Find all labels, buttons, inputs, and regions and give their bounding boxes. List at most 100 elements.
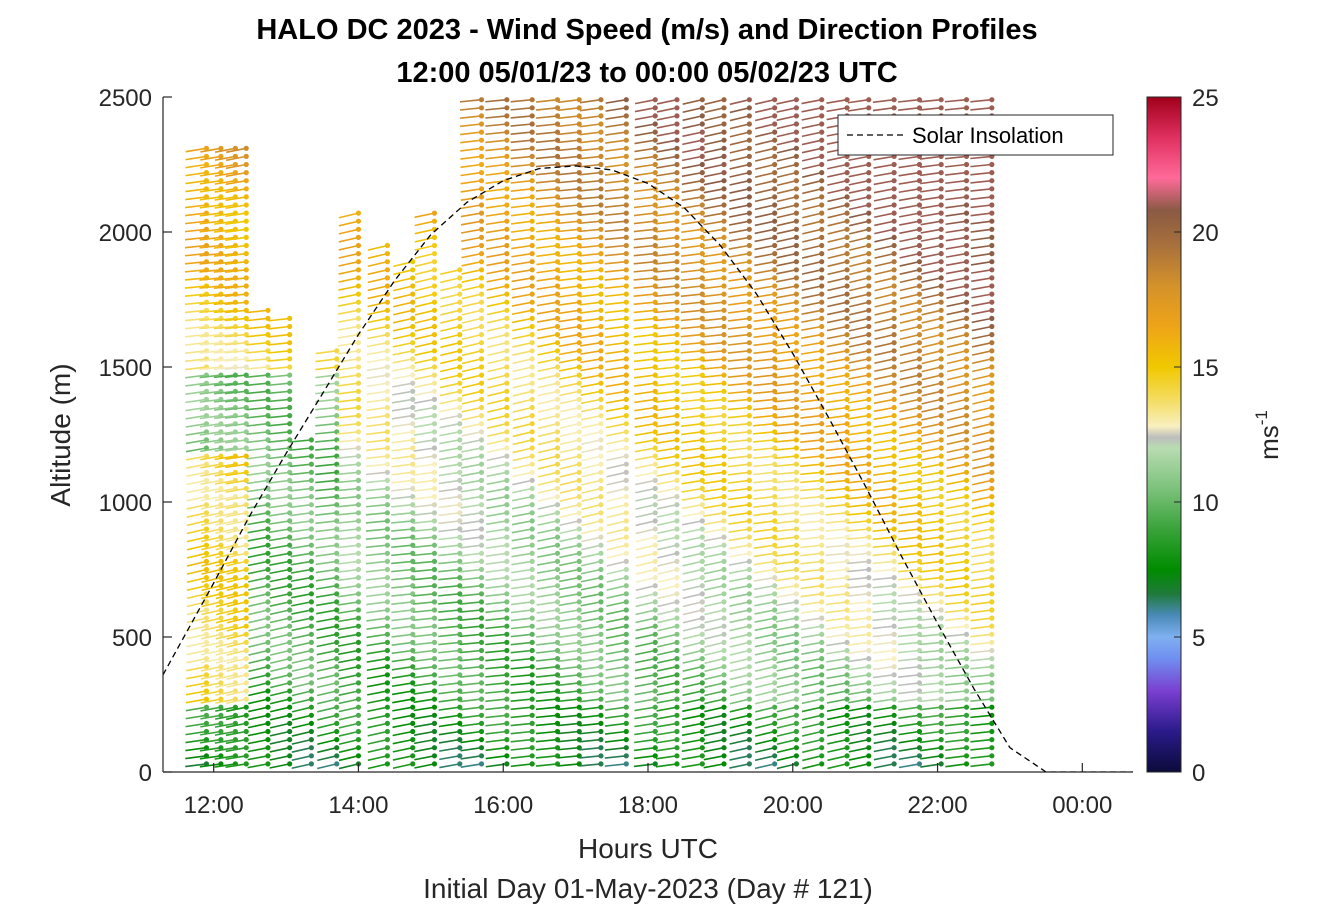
wind-barb-head: [218, 494, 224, 500]
wind-barb-head: [746, 672, 752, 678]
wind-barb-head: [334, 656, 340, 662]
wind-barb: [848, 358, 869, 364]
wind-barb: [872, 674, 895, 679]
wind-barb: [535, 706, 558, 711]
wind-barb: [486, 269, 507, 275]
wind-barb: [580, 593, 602, 599]
wind-barb: [681, 479, 703, 485]
wind-barb-head: [819, 372, 825, 378]
wind-barb: [512, 366, 533, 373]
wind-barb-head: [576, 307, 582, 313]
wind-barb: [729, 98, 750, 106]
wind-barb-head: [674, 129, 680, 135]
wind-barb: [338, 682, 359, 688]
wind-barb-head: [746, 737, 752, 743]
wind-barb: [874, 366, 895, 373]
wind-barb-head: [576, 696, 582, 702]
wind-barb-head: [699, 607, 705, 613]
wind-barb-head: [916, 429, 923, 435]
wind-barb: [225, 179, 247, 186]
wind-barb: [486, 301, 508, 308]
wind-barb-head: [243, 437, 249, 443]
wind-barb: [727, 414, 750, 419]
wind-barb: [702, 390, 725, 395]
wind-barb-head: [243, 259, 249, 265]
wind-barb-head: [793, 267, 799, 273]
wind-barb: [338, 260, 359, 267]
wind-barb: [849, 244, 869, 251]
wind-barb-head: [265, 510, 271, 516]
wind-barb: [185, 706, 207, 712]
wind-barb-head: [721, 664, 727, 670]
wind-barb-head: [793, 97, 799, 103]
wind-barb-head: [576, 534, 582, 540]
wind-barb: [604, 220, 627, 225]
wind-barb: [337, 617, 359, 623]
wind-barb: [438, 520, 460, 525]
wind-barb-head: [457, 558, 463, 565]
wind-barb: [200, 698, 222, 704]
wind-barb: [247, 738, 269, 745]
wind-barb-head: [793, 129, 799, 135]
wind-barb-head: [699, 477, 705, 483]
wind-barb: [186, 463, 207, 469]
wind-barb-head: [916, 242, 923, 249]
wind-barb: [825, 601, 848, 606]
wind-barb-head: [431, 583, 438, 589]
wind-barb-head: [652, 161, 658, 168]
wind-barb-head: [287, 737, 293, 743]
wind-barb: [393, 293, 413, 300]
wind-barb-head: [746, 275, 752, 281]
wind-barb: [656, 455, 678, 461]
wind-barb-head: [554, 259, 561, 265]
wind-barb-head: [554, 388, 561, 394]
wind-barb: [579, 277, 602, 282]
wind-barb: [247, 528, 269, 534]
wind-barb: [826, 682, 848, 688]
wind-barb-head: [203, 453, 210, 459]
wind-barb-head: [457, 526, 463, 532]
wind-barb-head: [218, 607, 224, 613]
wind-barb: [898, 479, 920, 485]
wind-barb: [633, 260, 656, 265]
wind-barb-head: [746, 348, 752, 354]
wind-barb: [800, 366, 822, 371]
wind-barb-head: [529, 404, 535, 411]
wind-barb: [681, 228, 703, 234]
wind-barb-head: [457, 372, 463, 378]
wind-barb: [185, 447, 207, 453]
wind-barb-head: [652, 437, 658, 443]
wind-barb: [920, 479, 942, 485]
wind-barb-head: [623, 728, 629, 735]
wind-barb-head: [243, 753, 249, 759]
wind-barb: [317, 706, 337, 713]
wind-barb: [581, 536, 602, 543]
wind-barb: [248, 633, 269, 640]
wind-barb: [898, 196, 920, 202]
wind-barb: [510, 188, 533, 192]
wind-barb: [224, 350, 247, 354]
wind-barb-head: [265, 688, 271, 694]
wind-barb: [776, 260, 797, 267]
wind-barb: [201, 544, 222, 551]
wind-barb-head: [916, 575, 923, 581]
wind-barb: [634, 123, 656, 129]
wind-barb: [754, 609, 775, 615]
wind-barb: [874, 220, 895, 227]
wind-barb: [485, 682, 507, 686]
wind-barb-head: [504, 153, 510, 159]
wind-barb: [728, 479, 750, 484]
wind-barb-head: [265, 753, 271, 759]
wind-barb-head: [772, 194, 778, 200]
wind-barb-head: [793, 566, 799, 573]
wind-barb: [413, 463, 435, 468]
wind-barb: [215, 649, 236, 656]
wind-barb-head: [819, 728, 825, 735]
wind-barb-head: [576, 145, 582, 151]
wind-barb-head: [554, 348, 561, 354]
wind-barb-head: [478, 129, 485, 135]
wind-barb: [460, 487, 482, 493]
wind-barb-head: [598, 639, 604, 646]
wind-barb: [634, 682, 656, 688]
wind-barb: [510, 196, 533, 201]
